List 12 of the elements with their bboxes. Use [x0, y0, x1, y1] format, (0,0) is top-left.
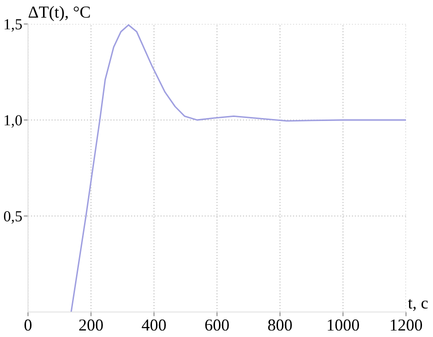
- x-tick-label: 1200: [390, 319, 422, 331]
- x-tick-label: 200: [79, 319, 103, 331]
- x-tick-label: 0: [24, 319, 32, 331]
- x-tick-label: 1000: [328, 319, 360, 331]
- y-tick-label: 1,5: [4, 19, 22, 32]
- x-tick-label: 800: [268, 319, 292, 331]
- y-tick-label: 1,0: [4, 115, 22, 128]
- y-tick-label: 0,5: [4, 211, 22, 224]
- x-axis-title: t, c: [408, 299, 428, 312]
- x-tick-label: 600: [205, 319, 229, 331]
- x-tick-label: 400: [142, 319, 166, 331]
- y-axis-title: ΔT(t), °C: [28, 6, 90, 22]
